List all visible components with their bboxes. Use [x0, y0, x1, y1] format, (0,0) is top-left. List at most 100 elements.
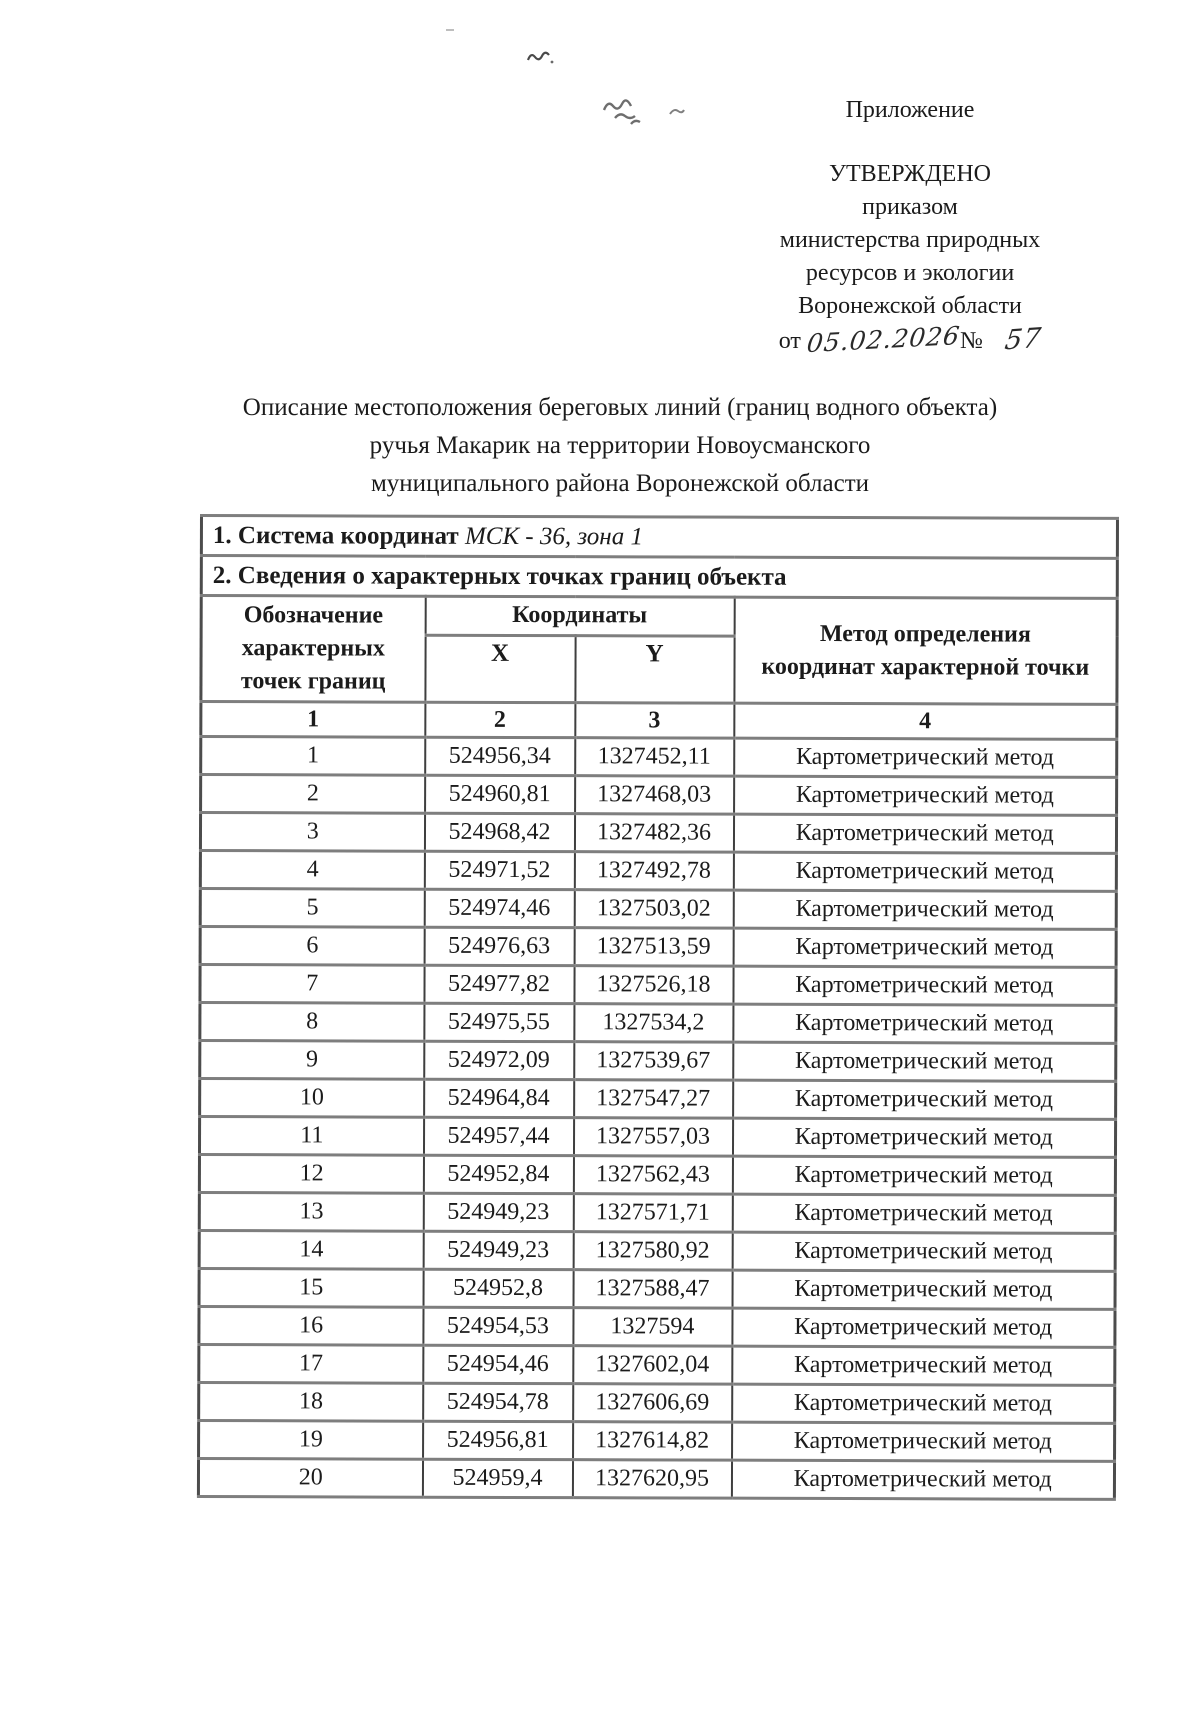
- scan-artifact: [601, 96, 663, 135]
- method-cell: Картометрический метод: [731, 1346, 1115, 1386]
- x-coordinate-cell: 524959,4: [422, 1459, 573, 1498]
- method-cell: Картометрический метод: [732, 1156, 1116, 1196]
- y-coordinate-cell: 1327606,69: [572, 1383, 732, 1423]
- method-cell: Картометрический метод: [731, 1422, 1115, 1462]
- spacer: [745, 127, 1075, 158]
- point-number-cell: 6: [200, 926, 425, 966]
- y-coordinate-cell: 1327547,27: [573, 1079, 733, 1119]
- point-number-cell: 5: [200, 888, 425, 928]
- table-row: 7 524977,82 1327526,18 Картометрический мет…: [199, 964, 1117, 1006]
- point-number-cell: 15: [199, 1268, 424, 1308]
- title-line-1: Описание местоположения береговых линий …: [242, 394, 998, 421]
- y-coordinate-cell: 1327620,95: [572, 1459, 732, 1499]
- point-number-cell: 10: [199, 1078, 424, 1118]
- points-table-body: 1 524956,34 1327452,11 Картометрический мет…: [198, 736, 1117, 1500]
- table-row: 11 524957,44 1327557,03 Картометрический ме…: [199, 1116, 1116, 1158]
- x-coordinate-cell: 524949,23: [423, 1231, 574, 1270]
- column-number-row: 1 2 3 4: [200, 701, 1117, 740]
- column-number-2: 2: [424, 702, 575, 738]
- table-row: 16 524954,53 1327594 Картометрический метод: [198, 1306, 1116, 1348]
- y-coordinate-cell: 1327539,67: [573, 1041, 733, 1081]
- coordinate-system-label: 1. Система координат: [212, 521, 459, 550]
- method-column-header: Метод определения координат характерной …: [733, 597, 1118, 705]
- point-number-cell: 18: [198, 1382, 423, 1422]
- table-row: 15 524952,8 1327588,47 Картометрический мет…: [199, 1268, 1116, 1310]
- method-cell: Картометрический метод: [733, 776, 1117, 816]
- table-row: 3 524968,42 1327482,36 Картометрический мет…: [200, 812, 1117, 854]
- y-coordinate-cell: 1327526,18: [573, 965, 734, 1005]
- y-coordinate-cell: 1327468,03: [574, 775, 734, 815]
- x-coordinate-cell: 524952,8: [423, 1269, 574, 1308]
- table-row: 17 524954,46 1327602,04 Картометрический ме…: [198, 1344, 1115, 1386]
- x-coordinate-cell: 524975,55: [423, 1003, 574, 1042]
- table-row: 20 524959,4 1327620,95 Картометрический мет…: [198, 1458, 1115, 1500]
- y-coordinate-cell: 1327580,92: [573, 1231, 733, 1271]
- order-date-line: от 05.02.2026№ 57: [745, 321, 1075, 358]
- coordinates-table: 1. Система координат МСК - 36, зона 1 2.…: [196, 514, 1120, 1501]
- table-row: 10 524964,84 1327547,27 Картометрический ме…: [199, 1078, 1116, 1120]
- method-cell: Картометрический метод: [733, 814, 1117, 854]
- table-row: 5 524974,46 1327503,02 Картометрический мет…: [200, 888, 1117, 930]
- table-row: 19 524956,81 1327614,82 Картометрический ме…: [198, 1420, 1115, 1462]
- x-coordinate-cell: 524964,84: [423, 1079, 574, 1118]
- method-cell: Картометрический метод: [733, 738, 1117, 778]
- table-row: 18 524954,78 1327606,69 Картометрический ме…: [198, 1382, 1115, 1424]
- method-cell: Картометрический метод: [733, 928, 1117, 968]
- y-coordinate-cell: 1327562,43: [573, 1155, 733, 1195]
- points-info-label: 2. Сведения о характерных точках границ …: [212, 561, 787, 591]
- designation-column-header: Обозначение характерных точек границ: [200, 595, 426, 703]
- y-coordinate-cell: 1327557,03: [573, 1117, 733, 1157]
- x-coordinate-cell: 524952,84: [423, 1155, 574, 1194]
- point-number-cell: 13: [199, 1192, 424, 1232]
- handwritten-number: 57: [1002, 322, 1044, 357]
- point-number-cell: 4: [200, 850, 425, 890]
- approved-label: УТВЕРЖДЕНО: [828, 161, 992, 187]
- x-coordinate-cell: 524971,52: [424, 851, 575, 890]
- point-number-cell: 7: [199, 964, 425, 1004]
- scan-artifact: [526, 50, 556, 71]
- method-cell: Картометрический метод: [732, 1232, 1116, 1272]
- point-number-cell: 1: [200, 736, 425, 776]
- y-coordinate-cell: 1327588,47: [573, 1269, 733, 1309]
- point-number-cell: 8: [199, 1002, 424, 1042]
- method-cell: Картометрический метод: [731, 1308, 1116, 1348]
- x-coordinate-cell: 524956,34: [424, 737, 575, 776]
- table-row: 4 524971,52 1327492,78 Картометрический мет…: [200, 850, 1117, 892]
- y-coordinate-cell: 1327452,11: [574, 737, 734, 777]
- number-sign: №: [960, 328, 983, 354]
- y-coordinate-cell: 1327534,2: [573, 1003, 733, 1043]
- approval-block: Приложение УТВЕРЖДЕНО приказом министерс…: [745, 94, 1075, 358]
- x-coordinate-cell: 524968,42: [424, 813, 575, 852]
- x-coordinate-cell: 524976,63: [424, 927, 575, 966]
- method-cell: Картометрический метод: [732, 1118, 1116, 1158]
- y-coordinate-cell: 1327513,59: [574, 927, 734, 967]
- points-info-cell: 2. Сведения о характерных точках границ …: [201, 555, 1118, 599]
- method-cell: Картометрический метод: [732, 1080, 1116, 1120]
- x-coordinate-cell: 524954,46: [422, 1345, 573, 1384]
- title-line-3: муниципального района Воронежской област…: [370, 470, 869, 497]
- scan-artifact: [445, 20, 457, 38]
- date-prefix: от: [778, 328, 801, 354]
- x-column-header: X: [424, 635, 576, 703]
- method-cell: Картометрический метод: [732, 966, 1117, 1006]
- column-number-3: 3: [574, 702, 734, 739]
- table-row: 14 524949,23 1327580,92 Картометрический ме…: [199, 1230, 1116, 1272]
- table-row: 8 524975,55 1327534,2 Картометрический мето…: [199, 1002, 1117, 1044]
- coordinate-system-cell: 1. Система координат МСК - 36, зона 1: [201, 515, 1118, 559]
- point-number-cell: 9: [199, 1040, 424, 1080]
- point-number-cell: 12: [199, 1154, 424, 1194]
- header-row-top: Обозначение характерных точек границ Коо…: [200, 595, 1118, 705]
- table-row: 1 524956,34 1327452,11 Картометрический мет…: [200, 736, 1117, 778]
- document-title: Описание местоположения береговых линий …: [140, 389, 1100, 503]
- table-row: 12 524952,84 1327562,43 Картометрический ме…: [199, 1154, 1116, 1196]
- method-cell: Картометрический метод: [732, 1042, 1116, 1082]
- table-row: 6 524976,63 1327513,59 Картометрический мет…: [200, 926, 1117, 968]
- method-cell: Картометрический метод: [732, 1004, 1117, 1044]
- x-coordinate-cell: 524977,82: [423, 965, 575, 1004]
- x-coordinate-cell: 524960,81: [424, 775, 575, 814]
- point-number-cell: 11: [199, 1116, 424, 1156]
- x-coordinate-cell: 524974,46: [424, 889, 575, 928]
- ministry-line-2: ресурсов и экологии: [805, 260, 1015, 286]
- point-number-cell: 3: [200, 812, 425, 852]
